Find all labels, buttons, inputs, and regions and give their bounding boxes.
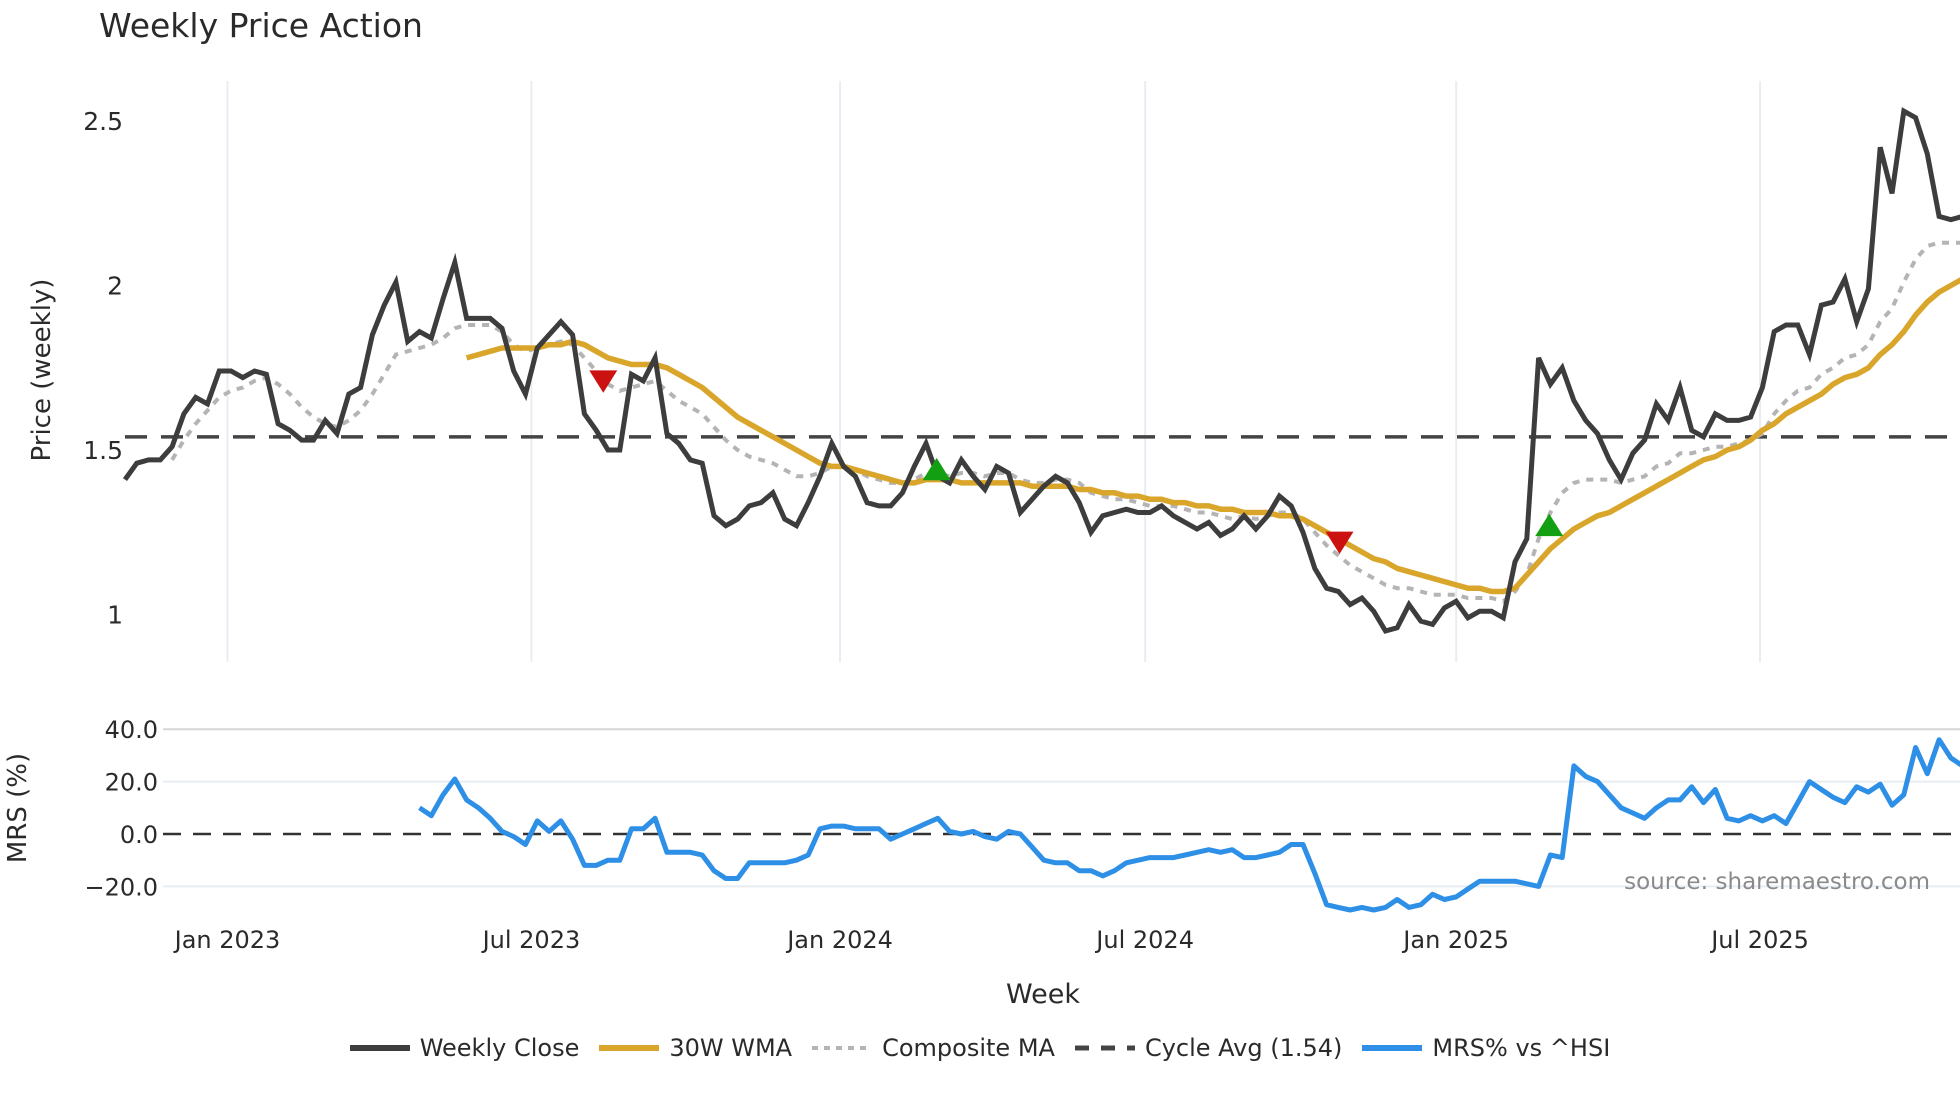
svg-text:Jul 2023: Jul 2023 bbox=[481, 926, 581, 954]
mrs-line bbox=[418, 737, 1960, 913]
week-axis-ticks: Jan 2023 Jul 2023 Jan 2024 Jul 2024 Jan 2025… bbox=[173, 926, 1809, 954]
svg-text:Jan 2025: Jan 2025 bbox=[1401, 926, 1509, 954]
legend-label: Cycle Avg (1.54) bbox=[1144, 1034, 1343, 1062]
weekly-close-line bbox=[122, 107, 1960, 634]
wma-30w-line bbox=[465, 277, 1960, 595]
chart-title: Weekly Price Action bbox=[99, 6, 423, 45]
svg-text:−20.0: −20.0 bbox=[84, 873, 158, 901]
source-annotation: source: sharemaestro.com bbox=[1624, 869, 1930, 895]
buy-signal-marker bbox=[922, 457, 951, 481]
mrs-axis-label: MRS (%) bbox=[3, 753, 33, 863]
composite-ma-line bbox=[170, 240, 1960, 604]
svg-text:0.0: 0.0 bbox=[120, 821, 158, 849]
chart-legend: Weekly Close 30W WMA Composite MA Cycle Avg… bbox=[0, 1034, 1960, 1062]
legend-item-composite[interactable]: Composite MA bbox=[812, 1034, 1055, 1062]
legend-label: Weekly Close bbox=[419, 1034, 580, 1062]
legend-swatch-icon bbox=[812, 1040, 873, 1056]
legend-swatch-icon bbox=[1362, 1040, 1423, 1056]
svg-text:20.0: 20.0 bbox=[105, 769, 158, 797]
legend-item-weekly-close[interactable]: Weekly Close bbox=[349, 1034, 580, 1062]
legend-item-wma[interactable]: 30W WMA bbox=[599, 1034, 792, 1062]
svg-text:Jan 2023: Jan 2023 bbox=[173, 926, 281, 954]
svg-text:Jul 2025: Jul 2025 bbox=[1709, 926, 1809, 954]
lower-gridlines bbox=[163, 728, 1960, 888]
signal-markers bbox=[589, 370, 1564, 555]
legend-swatch-icon bbox=[1074, 1040, 1135, 1056]
legend-item-mrs[interactable]: MRS% vs ^HSI bbox=[1362, 1034, 1610, 1062]
legend-swatch-icon bbox=[599, 1040, 660, 1056]
svg-text:Jul 2024: Jul 2024 bbox=[1094, 926, 1194, 954]
sell-signal-marker bbox=[589, 370, 618, 393]
svg-text:1.5: 1.5 bbox=[83, 436, 123, 465]
week-axis-label: Week bbox=[1006, 979, 1080, 1010]
price-axis-label: Price (weekly) bbox=[27, 279, 57, 462]
mrs-axis-ticks: −20.0 0.0 20.0 40.0 bbox=[84, 716, 158, 901]
svg-text:1: 1 bbox=[107, 601, 123, 630]
legend-label: 30W WMA bbox=[669, 1034, 793, 1062]
legend-swatch-icon bbox=[349, 1040, 410, 1056]
legend-item-cycle-avg[interactable]: Cycle Avg (1.54) bbox=[1074, 1034, 1343, 1062]
svg-text:40.0: 40.0 bbox=[105, 716, 158, 744]
sell-signal-marker bbox=[1325, 531, 1354, 555]
price-axis-ticks: 1 1.5 2 2.5 bbox=[83, 107, 123, 630]
svg-text:2: 2 bbox=[107, 272, 123, 301]
buy-signal-marker bbox=[1535, 513, 1564, 537]
legend-label: MRS% vs ^HSI bbox=[1432, 1034, 1611, 1062]
svg-text:2.5: 2.5 bbox=[83, 107, 123, 136]
legend-label: Composite MA bbox=[882, 1034, 1055, 1062]
svg-text:Jan 2024: Jan 2024 bbox=[785, 926, 893, 954]
